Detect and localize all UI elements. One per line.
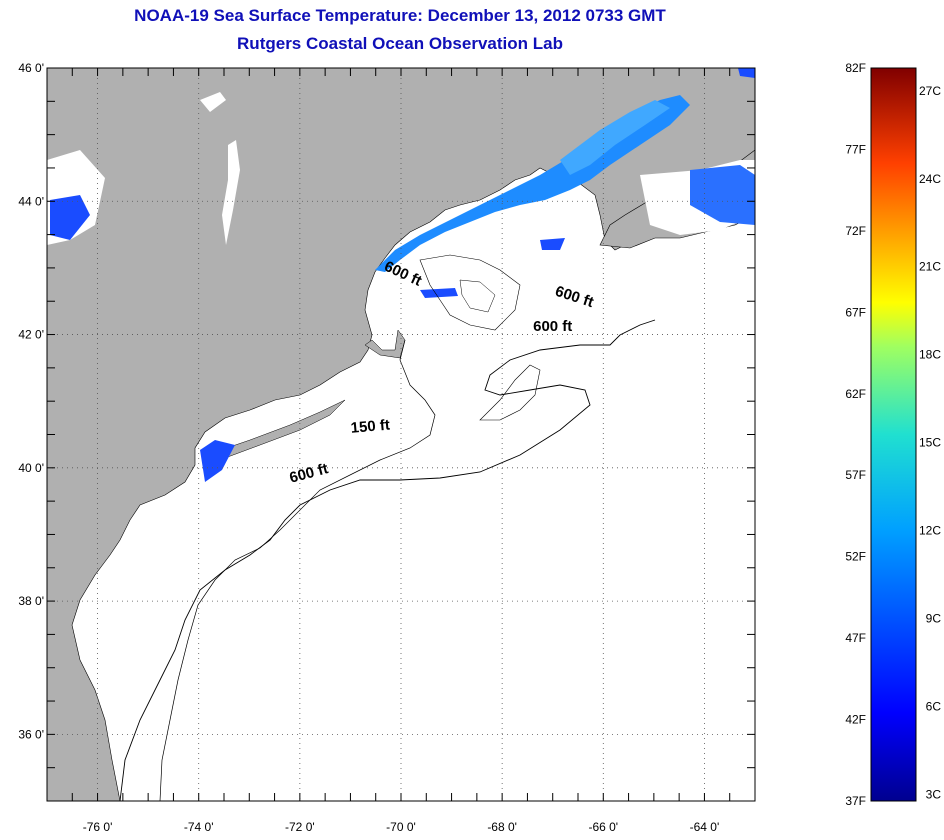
colorbar-c-label: 24C xyxy=(919,172,941,186)
lat-label: 42 0' xyxy=(18,328,44,342)
lat-label: 46 0' xyxy=(18,61,44,75)
colorbar-c-label: 27C xyxy=(919,84,941,98)
lat-label: 36 0' xyxy=(18,727,44,741)
colorbar xyxy=(870,67,917,802)
colorbar-c-label: 21C xyxy=(919,260,941,274)
colorbar-f-label: 82F xyxy=(845,61,866,75)
lon-label: -66 0' xyxy=(588,820,618,834)
colorbar-c-label: 6C xyxy=(926,700,942,714)
sst-coastal-patch xyxy=(200,440,235,482)
sst-coastal-patch xyxy=(50,195,90,240)
lon-label: -70 0' xyxy=(386,820,416,834)
sst-coastal-patch xyxy=(690,165,755,225)
latitude-labels: 46 0' 44 0' 42 0' 40 0' 38 0' 36 0' xyxy=(18,61,44,741)
sst-coastal-patch xyxy=(540,238,565,250)
lon-label: -74 0' xyxy=(184,820,214,834)
sst-bay-of-fundy xyxy=(560,100,670,175)
colorbar-labels: 82F 77F 72F 67F 62F 57F 52F 47F 42F 37F 27C 24C 21C 1… xyxy=(845,61,941,808)
colorbar-f-label: 62F xyxy=(845,387,866,401)
sst-coastal-patch xyxy=(420,288,458,298)
colorbar-c-label: 3C xyxy=(926,787,942,801)
colorbar-f-label: 52F xyxy=(845,550,866,564)
colorbar-f-label: 67F xyxy=(845,305,866,319)
axis-ticks xyxy=(46,67,756,802)
contour-600ft xyxy=(119,319,656,801)
contour-gulf-maine-inner xyxy=(459,279,496,313)
graticule xyxy=(47,68,755,801)
colorbar-f-label: 37F xyxy=(845,794,866,808)
colorbar-f-label: 77F xyxy=(845,142,866,156)
colorbar-f-label: 47F xyxy=(845,631,866,645)
colorbar-c-label: 15C xyxy=(919,436,941,450)
contour-gulf-maine xyxy=(419,254,521,331)
delaware-bay xyxy=(140,520,160,548)
colorbar-f-label: 42F xyxy=(845,713,866,727)
colorbar-c-label: 18C xyxy=(919,348,941,362)
land-long-island xyxy=(214,399,346,459)
contour-150ft xyxy=(159,339,436,801)
map-subtitle: Rutgers Coastal Ocean Observation Lab xyxy=(237,34,563,53)
land-cape-cod xyxy=(364,329,406,359)
lon-label: -72 0' xyxy=(285,820,315,834)
lon-label: -76 0' xyxy=(83,820,113,834)
land-mainland xyxy=(47,68,755,801)
contour-georges-bank xyxy=(479,364,541,421)
sst-coastal-patch xyxy=(738,68,755,78)
lon-label: -64 0' xyxy=(690,820,720,834)
contour-label: 600 ft xyxy=(533,318,572,335)
lat-label: 40 0' xyxy=(18,461,44,475)
lon-label: -68 0' xyxy=(487,820,517,834)
longitude-labels: -76 0' -74 0' -72 0' -70 0' -68 0' -66 0' -64 … xyxy=(83,820,720,834)
lake-champlain xyxy=(222,140,240,245)
contour-label: 150 ft xyxy=(350,417,391,437)
long-island-sound xyxy=(210,380,360,445)
colorbar-c-label: 12C xyxy=(919,524,941,538)
colorbar-c-label: 9C xyxy=(926,612,942,626)
chesapeake-bay xyxy=(90,590,110,740)
lat-label: 38 0' xyxy=(18,594,44,608)
map-title: NOAA-19 Sea Surface Temperature: Decembe… xyxy=(134,6,666,25)
lake-small xyxy=(200,92,226,112)
colorbar-f-label: 57F xyxy=(845,468,866,482)
lat-label: 44 0' xyxy=(18,194,44,208)
colorbar-f-label: 72F xyxy=(845,224,866,238)
